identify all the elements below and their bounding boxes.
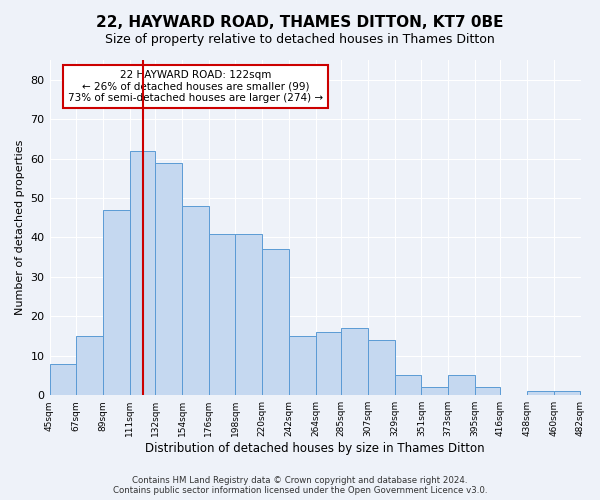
Bar (289, 336, 316, 395)
Bar (395, 376, 421, 395)
Y-axis label: Number of detached properties: Number of detached properties (15, 140, 25, 316)
Bar (475, 388, 500, 395)
Bar (76, 336, 103, 395)
X-axis label: Distribution of detached houses by size in Thames Ditton: Distribution of detached houses by size … (145, 442, 485, 455)
Bar (130, 150, 155, 395)
Bar (421, 388, 448, 395)
Bar (235, 234, 262, 395)
Bar (316, 332, 341, 395)
Bar (155, 162, 182, 395)
Bar (103, 210, 130, 395)
Bar (50, 364, 76, 395)
Bar (368, 340, 395, 395)
Bar (448, 376, 475, 395)
Bar (554, 392, 580, 395)
Bar (262, 250, 289, 395)
Text: Size of property relative to detached houses in Thames Ditton: Size of property relative to detached ho… (105, 32, 495, 46)
Bar (527, 392, 554, 395)
Text: 22 HAYWARD ROAD: 122sqm
← 26% of detached houses are smaller (99)
73% of semi-de: 22 HAYWARD ROAD: 122sqm ← 26% of detache… (68, 70, 323, 103)
Bar (209, 234, 235, 395)
Text: 22, HAYWARD ROAD, THAMES DITTON, KT7 0BE: 22, HAYWARD ROAD, THAMES DITTON, KT7 0BE (96, 15, 504, 30)
Text: Contains HM Land Registry data © Crown copyright and database right 2024.
Contai: Contains HM Land Registry data © Crown c… (113, 476, 487, 495)
Bar (182, 206, 209, 395)
Bar (341, 328, 368, 395)
